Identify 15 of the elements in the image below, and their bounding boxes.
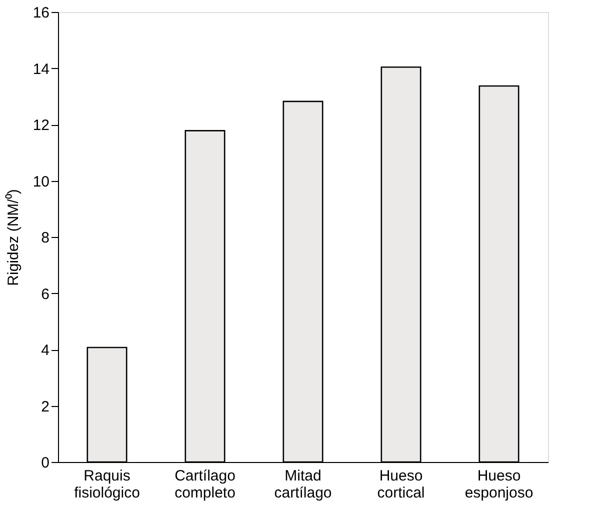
y-tick-label: 4 bbox=[41, 342, 50, 359]
y-tick-label: 0 bbox=[41, 454, 50, 472]
y-tick-label: 12 bbox=[32, 117, 50, 134]
y-tick-label: 8 bbox=[41, 230, 50, 246]
x-tick-label: Raquis fisiológico bbox=[74, 468, 140, 502]
x-tick-label: Cartílago completo bbox=[174, 468, 236, 502]
x-tick-label: Hueso cortical bbox=[377, 468, 425, 502]
x-tick-label: Hueso esponjoso bbox=[464, 468, 534, 502]
y-tick-label: 16 bbox=[32, 4, 50, 22]
y-tick-label: 6 bbox=[41, 286, 50, 303]
y-tick-label: 2 bbox=[41, 398, 50, 416]
y-tick-label: 10 bbox=[32, 173, 50, 190]
x-tick-label: Mitad cartílago bbox=[274, 468, 332, 502]
y-tick-label: 14 bbox=[32, 60, 50, 78]
y-axis-title: Rigidez (NM/⁰) bbox=[4, 189, 22, 286]
